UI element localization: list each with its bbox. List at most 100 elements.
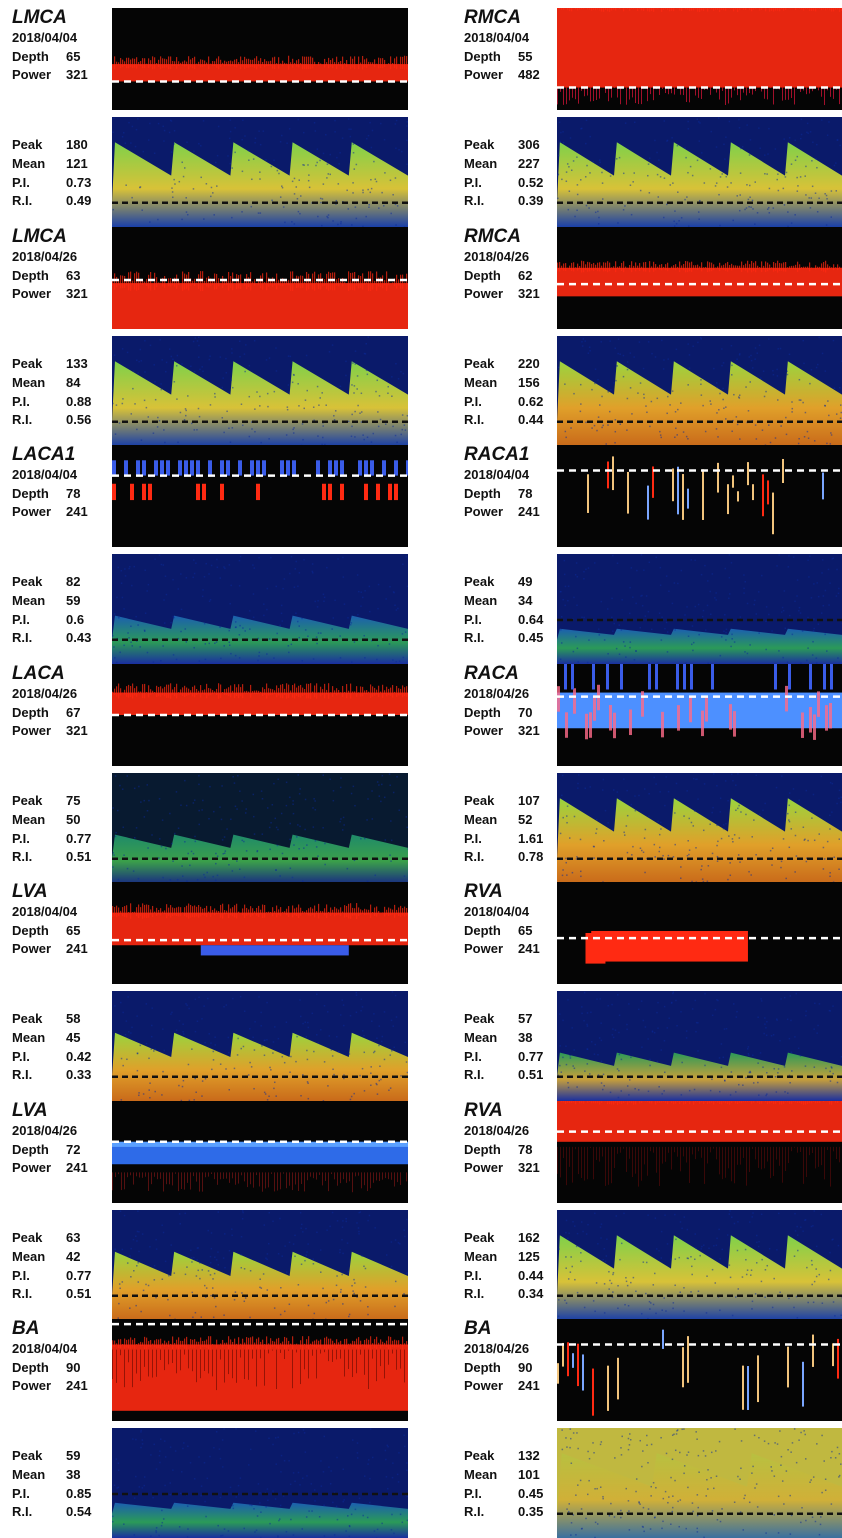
mmode-panel (557, 1101, 842, 1203)
doppler-spectrum-panel (557, 1428, 842, 1538)
ri-row: R.I.0.35 (464, 1503, 543, 1521)
power-value: 241 (518, 1377, 540, 1395)
pi-value: 0.77 (66, 1267, 91, 1285)
power-label: Power (464, 1377, 518, 1395)
pi-label: P.I. (12, 611, 66, 629)
mean-label: Mean (464, 1466, 518, 1484)
pi-label: P.I. (12, 1267, 66, 1285)
peak-value: 220 (518, 355, 540, 373)
vessel-name: RVA (464, 882, 503, 902)
recording-date: 2018/04/04 (12, 904, 77, 920)
vessel-name: LACA1 (12, 445, 75, 465)
ri-value: 0.34 (518, 1285, 543, 1303)
power-label: Power (464, 722, 518, 740)
peak-label: Peak (464, 1229, 518, 1247)
power-label: Power (464, 940, 518, 958)
vessel-name: LACA (12, 664, 65, 684)
doppler-spectrum-image (557, 1210, 842, 1320)
depth-value: 78 (518, 1141, 532, 1159)
peak-label: Peak (12, 573, 66, 591)
mmode-panel (557, 882, 842, 984)
mean-label: Mean (464, 592, 518, 610)
pi-row: P.I.0.77 (464, 1048, 543, 1066)
mean-label: Mean (12, 374, 66, 392)
peak-label: Peak (12, 1229, 66, 1247)
ri-row: R.I.0.44 (464, 411, 543, 429)
pi-value: 0.77 (518, 1048, 543, 1066)
ri-value: 0.43 (66, 629, 91, 647)
ri-label: R.I. (12, 629, 66, 647)
ri-row: R.I.0.49 (12, 192, 91, 210)
vessel-name: RACA (464, 664, 519, 684)
ri-label: R.I. (12, 411, 66, 429)
pi-label: P.I. (464, 174, 518, 192)
depth-value: 78 (66, 485, 80, 503)
power-label: Power (12, 285, 66, 303)
ri-value: 0.78 (518, 848, 543, 866)
mean-label: Mean (12, 1466, 66, 1484)
ri-row: R.I.0.56 (12, 411, 91, 429)
peak-value: 132 (518, 1447, 540, 1465)
mmode-image (557, 882, 842, 984)
power-value: 482 (518, 66, 540, 84)
vessel-name: LMCA (12, 227, 67, 247)
power-label: Power (464, 503, 518, 521)
doppler-spectrum-image (112, 1428, 408, 1538)
peak-value: 75 (66, 792, 80, 810)
ri-row: R.I.0.51 (464, 1066, 543, 1084)
power-value: 241 (66, 1159, 88, 1177)
doppler-spectrum-panel (557, 991, 842, 1101)
peak-label: Peak (464, 1010, 518, 1028)
mmode-panel (557, 1319, 842, 1421)
mmode-panel (557, 445, 842, 547)
pi-label: P.I. (464, 1048, 518, 1066)
peak-value: 133 (66, 355, 88, 373)
depth-label: Depth (464, 1141, 518, 1159)
depth-value: 65 (518, 922, 532, 940)
power-label: Power (12, 1159, 66, 1177)
mmode-panel (557, 664, 842, 766)
pi-value: 0.42 (66, 1048, 91, 1066)
mmode-image (112, 664, 408, 766)
peak-value: 107 (518, 792, 540, 810)
recording-date: 2018/04/04 (12, 30, 77, 46)
peak-label: Peak (12, 1447, 66, 1465)
doppler-spectrum-image (112, 991, 408, 1101)
vessel-name: RMCA (464, 8, 521, 28)
power-label: Power (12, 940, 66, 958)
depth-value: 65 (66, 48, 80, 66)
mmode-image (557, 1319, 842, 1421)
vessel-name: BA (12, 1319, 39, 1339)
mmode-panel (557, 227, 842, 329)
depth-value: 55 (518, 48, 532, 66)
pi-label: P.I. (464, 611, 518, 629)
pi-row: P.I.1.61 (464, 830, 543, 848)
depth-value: 90 (66, 1359, 80, 1377)
ri-value: 0.35 (518, 1503, 543, 1521)
depth-value: 67 (66, 704, 80, 722)
vessel-name: RMCA (464, 227, 521, 247)
